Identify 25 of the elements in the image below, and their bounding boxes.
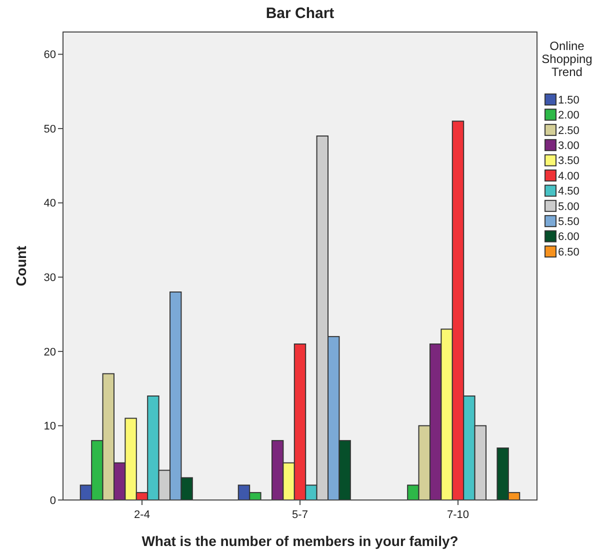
y-tick-label: 20 [44,346,56,358]
legend-label: 5.50 [558,216,580,228]
legend-label: 2.00 [558,110,580,122]
y-tick-label: 30 [44,272,56,284]
legend-label: 6.50 [558,246,580,258]
legend-label: 5.00 [558,200,580,213]
y-tick-label: 60 [44,49,56,62]
legend-title: Online Shopping Trend [542,39,592,79]
y-axis-title: Count [13,245,29,286]
chart-title: Bar Chart [266,5,334,22]
legend-label: 3.00 [558,140,580,152]
x-axis-title: What is the number of members in your family? [142,533,458,549]
y-tick-label: 10 [44,420,56,433]
legend-label: 3.50 [558,155,580,168]
legend-label: 4.50 [558,186,580,198]
x-tick-label: 7-10 [446,509,470,521]
y-tick-label: 40 [44,198,56,210]
x-tick-label: 5-7 [292,509,308,521]
legend-label: 1.50 [558,94,580,106]
legend-label: 4.00 [558,170,580,182]
legend-label: 2.50 [558,124,580,137]
legend-label: 6.00 [558,231,580,244]
y-tick-label: 0 [50,494,56,507]
y-tick-label: 50 [44,123,56,136]
x-tick-label: 2-4 [134,509,150,521]
